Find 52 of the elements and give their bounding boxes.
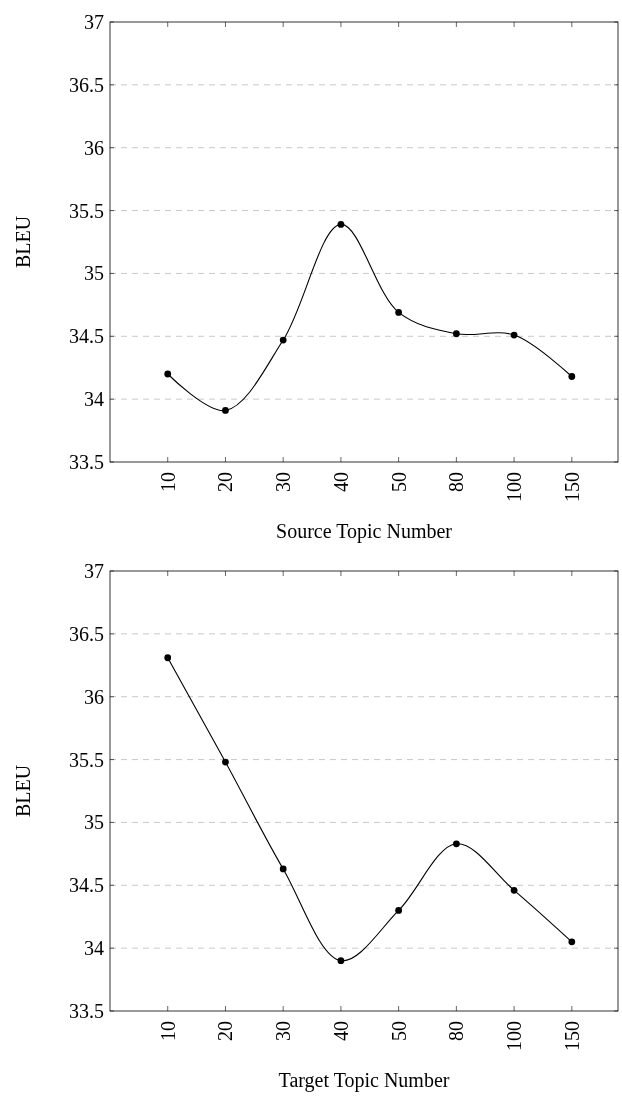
point — [222, 407, 229, 414]
x-tick-label: 40 — [329, 1021, 352, 1041]
point — [279, 865, 287, 873]
y-tick-label: 34 — [84, 388, 104, 411]
point — [395, 907, 403, 914]
x-tick-label: 20 — [214, 472, 237, 492]
y-tick-label: 36.5 — [69, 622, 104, 645]
y-tick-label: 35.5 — [69, 748, 104, 771]
point — [452, 330, 460, 338]
point — [568, 373, 576, 380]
y-tick-label: 36 — [84, 136, 104, 159]
y-axis-title: BLEU — [12, 215, 34, 269]
x-tick-label: 100 — [503, 1021, 526, 1051]
x-tick-label: 50 — [387, 472, 410, 492]
y-tick-label: 35 — [84, 811, 104, 834]
x-tick-label: 30 — [272, 1021, 295, 1041]
y-tick-label: 33.5 — [69, 1000, 104, 1022]
x-tick-label: 80 — [445, 1021, 468, 1041]
y-tick-label: 37 — [84, 560, 104, 582]
point — [395, 309, 403, 316]
y-tick-label: 34.5 — [69, 325, 104, 348]
x-tick-label: 150 — [560, 1021, 583, 1051]
y-tick-label: 35 — [84, 262, 104, 285]
x-tick-label: 80 — [445, 472, 468, 492]
point — [452, 840, 460, 848]
y-tick-label: 34 — [84, 937, 104, 960]
x-axis-title: Source Topic Number — [276, 520, 453, 543]
y-tick-label: 36 — [84, 685, 104, 708]
point — [510, 331, 518, 339]
point — [279, 336, 287, 344]
x-tick-label: 20 — [214, 1021, 237, 1041]
x-tick-label: 150 — [560, 472, 583, 502]
point — [568, 938, 576, 946]
point — [164, 654, 172, 662]
y-tick-label: 34.5 — [69, 874, 104, 897]
x-tick-label: 10 — [156, 472, 179, 492]
y-axis-title: BLEU — [12, 764, 34, 818]
x-tick-label: 40 — [329, 472, 352, 492]
point — [337, 221, 345, 228]
point — [164, 370, 172, 378]
x-tick-label: 10 — [156, 1021, 179, 1041]
y-tick-label: 33.5 — [69, 451, 104, 473]
x-tick-label: 100 — [503, 472, 526, 502]
y-tick-label: 35.5 — [69, 199, 104, 222]
x-axis-title: Target Topic Number — [278, 1069, 450, 1092]
y-tick-label: 37 — [84, 11, 104, 33]
x-tick-label: 30 — [272, 472, 295, 492]
point — [510, 886, 518, 894]
point — [337, 957, 345, 965]
point — [222, 758, 229, 766]
x-tick-label: 50 — [387, 1021, 410, 1041]
y-tick-label: 36.5 — [69, 73, 104, 96]
